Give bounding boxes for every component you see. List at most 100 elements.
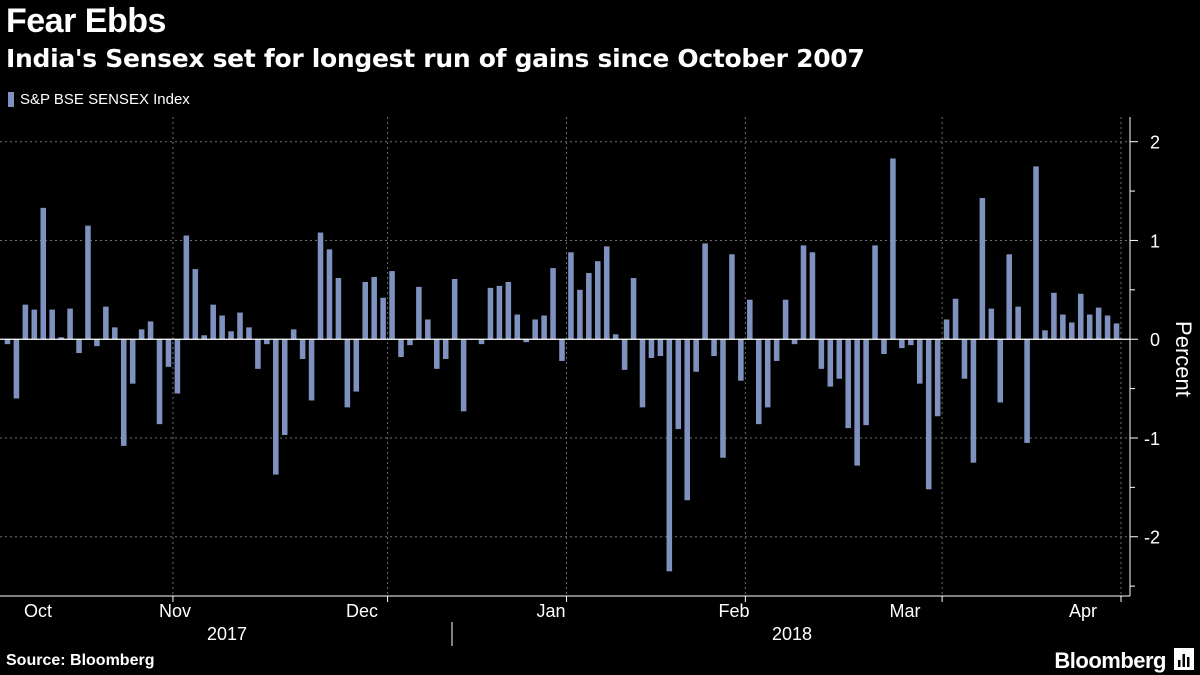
bar [264, 339, 270, 345]
legend-label: S&P BSE SENSEX Index [20, 91, 190, 108]
bar [1069, 322, 1075, 340]
bar [308, 339, 315, 401]
bar [827, 339, 834, 387]
bar [281, 339, 288, 436]
bar [693, 339, 699, 372]
bar [899, 339, 905, 349]
bar [845, 339, 851, 429]
bar [478, 339, 485, 345]
bar [809, 252, 816, 340]
year-label: 2018 [772, 624, 812, 644]
bar [755, 339, 762, 425]
bar [738, 339, 744, 381]
bar [120, 339, 127, 446]
bar [442, 339, 449, 359]
bar [255, 339, 261, 369]
bar [943, 319, 950, 340]
source-label: Source: Bloomberg [6, 652, 155, 669]
bar [612, 334, 619, 340]
bar [621, 339, 628, 370]
bar [219, 315, 225, 340]
bar [183, 235, 190, 340]
bar [451, 278, 458, 340]
bar [487, 287, 494, 340]
y-tick-label: -2 [1144, 528, 1160, 548]
bar [666, 339, 673, 572]
x-tick-label: Apr [1069, 601, 1097, 621]
bar [49, 309, 55, 340]
bar [1113, 323, 1120, 340]
bar [800, 245, 807, 340]
bar [335, 277, 342, 340]
bar [729, 254, 735, 340]
bloomberg-logo: Bloomberg [1054, 648, 1166, 673]
bar [1060, 314, 1066, 340]
bar [237, 312, 243, 340]
bar [648, 339, 655, 358]
bar [541, 315, 547, 340]
bar [103, 306, 109, 340]
bar [1033, 166, 1039, 340]
bar [979, 197, 986, 340]
bar [657, 339, 664, 357]
x-tick-label: Nov [159, 601, 191, 621]
bar [603, 246, 610, 340]
bar [997, 339, 1004, 403]
bar [1015, 306, 1021, 340]
bar [863, 339, 869, 426]
bar [156, 339, 163, 425]
x-tick-label: Jan [536, 601, 565, 621]
bar [1042, 330, 1048, 340]
bar [58, 337, 64, 340]
year-label: 2017 [207, 624, 247, 644]
bar [684, 339, 690, 501]
bar [22, 304, 29, 340]
bar [13, 339, 20, 399]
bar [720, 339, 726, 458]
bar [129, 339, 136, 384]
terminal-icon [1174, 648, 1194, 670]
bar [165, 339, 172, 367]
bar [952, 298, 959, 340]
bar [1104, 315, 1111, 340]
bar [353, 339, 360, 392]
bar [496, 285, 503, 340]
bar [514, 314, 521, 340]
y-tick-label: 0 [1150, 330, 1160, 350]
bar [434, 339, 440, 369]
chart-title: Fear Ebbs [6, 2, 166, 40]
bar [961, 339, 968, 379]
bar [568, 252, 574, 340]
x-tick-label: Mar [890, 601, 921, 621]
bar [299, 339, 306, 359]
bar [1024, 339, 1030, 443]
bar [85, 225, 91, 340]
bar [389, 271, 395, 340]
bar [747, 299, 753, 340]
bar [559, 339, 565, 361]
bar [290, 329, 297, 340]
bar [970, 339, 977, 463]
bar [1051, 292, 1057, 340]
bar [872, 245, 878, 340]
bar [371, 276, 377, 340]
bar [675, 339, 682, 430]
bar [630, 277, 637, 340]
bar [362, 281, 369, 340]
bar [836, 339, 843, 379]
bar [890, 158, 896, 340]
bar [711, 339, 717, 357]
bar [881, 339, 887, 355]
bar [505, 281, 512, 340]
bar [460, 339, 467, 412]
bar [1006, 254, 1012, 340]
y-axis-label: Percent [1171, 321, 1196, 397]
bar [639, 339, 646, 408]
x-tick-label: Oct [24, 601, 52, 621]
bar [1095, 307, 1102, 340]
bar [818, 339, 825, 369]
bar [523, 339, 529, 343]
bar [138, 329, 145, 340]
bar [916, 339, 923, 384]
